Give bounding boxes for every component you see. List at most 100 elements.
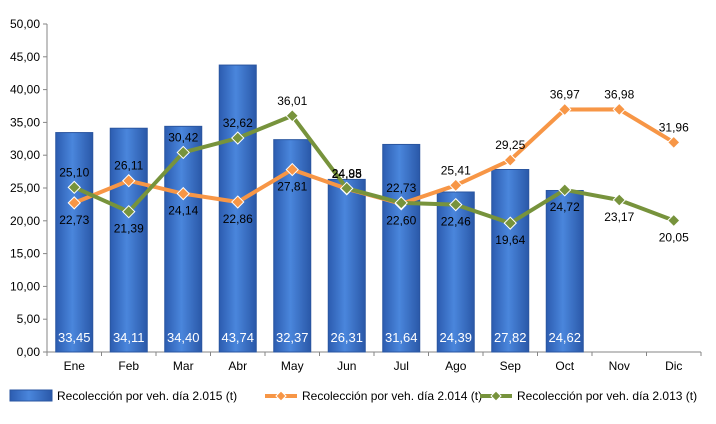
line-value-label: 36,97 <box>550 87 580 101</box>
bar <box>382 143 421 353</box>
bar-value-label: 33,45 <box>58 330 91 345</box>
diamond-marker <box>176 186 190 201</box>
line-value-label: 29,25 <box>495 138 525 152</box>
line-value-label: 31,96 <box>659 120 689 134</box>
y-tick-label: 40,00 <box>10 83 40 97</box>
line-value-label: 20,05 <box>659 230 689 244</box>
x-tick-label: Abr <box>228 359 247 373</box>
x-tick-label: May <box>281 359 304 373</box>
line-value-label: 24,14 <box>168 204 198 218</box>
axes: 0,00 5,00 10,00 15,00 20,00 25,00 30,00 35,00 40… <box>10 17 702 373</box>
y-tick-label: 35,00 <box>10 115 40 129</box>
diamond-marker <box>449 197 463 212</box>
diamond-marker <box>285 162 299 177</box>
diamond-marker <box>122 174 136 188</box>
bar-value-label: 34,11 <box>113 330 145 345</box>
line-value-label: 36,01 <box>277 94 307 108</box>
x-tick-label: Jun <box>337 359 356 373</box>
y-tick-label: 15,00 <box>10 247 40 261</box>
diamond-marker <box>612 102 626 117</box>
legend-label: Recolección por veh. día 2.014 (t) <box>302 389 482 403</box>
bar <box>109 127 148 353</box>
line-value-label: 22,73 <box>59 213 89 227</box>
line-value-label: 25,41 <box>441 163 471 177</box>
line-value-label: 22,46 <box>441 215 471 229</box>
x-tick-label: Oct <box>555 359 574 373</box>
diamond-marker <box>231 131 245 145</box>
y-tick-label: 25,00 <box>10 181 40 195</box>
bar <box>436 191 475 353</box>
line-value-label: 22,86 <box>223 212 253 226</box>
x-tick-label: Jul <box>394 359 409 373</box>
y-tick-label: 0,00 <box>17 345 41 359</box>
diamond-marker <box>667 213 681 228</box>
bar <box>55 132 94 353</box>
line-value-label: 19,64 <box>495 233 525 247</box>
data-labels: 33,45 34,11 34,40 43,74 32,37 26,31 31,64 24,39… <box>58 87 689 345</box>
y-tick-label: 50,00 <box>10 17 40 31</box>
legend-label: Recolección por veh. día 2.013 (t) <box>517 389 697 403</box>
line-value-label: 23,17 <box>604 210 634 224</box>
x-tick-label: Nov <box>609 359 630 373</box>
y-tick-label: 10,00 <box>10 279 40 293</box>
diamond-marker <box>122 204 136 219</box>
x-tick-label: Ago <box>445 359 467 373</box>
line-series <box>67 102 681 230</box>
line-value-label: 24,72 <box>550 200 580 214</box>
x-tick-label: Feb <box>118 359 139 373</box>
diamond-marker <box>231 195 245 209</box>
diamond-marker <box>503 153 517 167</box>
bar-value-label: 24,39 <box>439 330 472 345</box>
bar <box>491 169 530 353</box>
x-tick-label: Dic <box>665 359 682 373</box>
bar-value-label: 26,31 <box>330 330 363 345</box>
diamond-marker <box>612 193 626 207</box>
bar-value-label: 43,74 <box>221 330 254 345</box>
line-value-label: 22,73 <box>386 181 416 195</box>
line-value-label: 24,95 <box>332 166 362 180</box>
bar-value-label: 31,64 <box>385 330 418 345</box>
diamond-marker <box>449 178 463 193</box>
bar-value-label: 34,40 <box>167 330 200 345</box>
bar <box>545 189 584 353</box>
bar-value-label: 27,82 <box>494 330 527 345</box>
bars-series <box>55 64 584 353</box>
diamond-marker <box>558 183 572 197</box>
diamond-marker <box>67 196 81 210</box>
line-value-label: 26,11 <box>114 159 143 173</box>
line-value-label: 22,60 <box>386 214 416 228</box>
y-tick-label: 30,00 <box>10 148 40 162</box>
diamond-marker <box>67 180 81 195</box>
diamond-marker <box>558 102 572 117</box>
diamond-marker <box>340 181 354 196</box>
bar <box>327 178 366 353</box>
diamond-marker <box>667 135 681 150</box>
y-tick-label: 45,00 <box>10 50 40 64</box>
x-tick-label: Mar <box>173 359 194 373</box>
diamond-marker <box>285 109 299 123</box>
legend-swatch-bar <box>9 389 53 402</box>
bar-value-label: 32,37 <box>276 330 309 345</box>
series-line <box>72 107 676 206</box>
line-value-label: 30,42 <box>168 130 198 144</box>
line-value-label: 27,81 <box>277 180 307 194</box>
legend-swatch-marker <box>275 390 287 402</box>
bar <box>164 125 203 353</box>
y-tick-label: 20,00 <box>10 214 40 228</box>
line-value-label: 25,10 <box>59 165 89 179</box>
line-value-label: 24,88 <box>332 167 362 181</box>
x-tick-label: Sep <box>500 359 522 373</box>
legend-label: Recolección por veh. día 2.015 (t) <box>57 389 237 403</box>
x-tick-label: Ene <box>64 359 86 373</box>
diamond-marker <box>394 196 408 210</box>
series-line <box>72 113 676 226</box>
diamond-marker <box>176 145 190 160</box>
legend: Recolección por veh. día 2.015 (t) Recole… <box>9 389 697 403</box>
line-value-label: 21,39 <box>114 222 144 236</box>
diamond-marker <box>503 216 517 230</box>
legend-swatch-marker <box>490 390 502 402</box>
y-tick-label: 5,00 <box>17 312 41 326</box>
line-value-label: 36,98 <box>604 87 634 101</box>
bar-value-label: 24,62 <box>548 330 581 345</box>
